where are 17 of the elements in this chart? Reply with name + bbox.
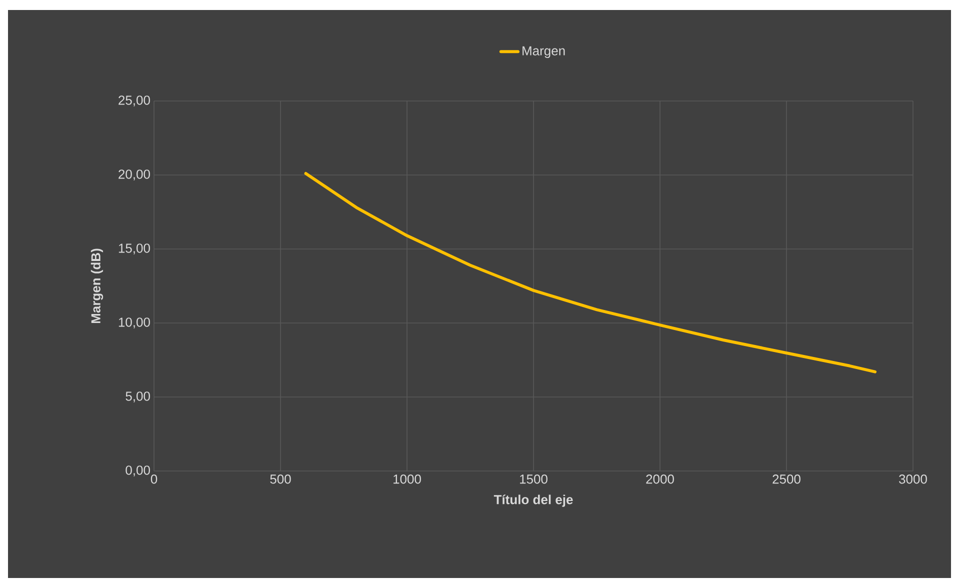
y-tick-label: 5,00	[126, 392, 150, 402]
y-tick-label: 25,00	[118, 96, 150, 106]
line-series	[304, 172, 877, 374]
x-axis-title: Título del eje	[494, 494, 573, 507]
x-tick-label: 500	[270, 474, 291, 484]
x-tick-label: 3000	[899, 474, 927, 484]
legend-label: Margen	[522, 46, 565, 58]
y-tick-label: 15,00	[118, 244, 150, 254]
x-tick-label: 2000	[646, 474, 674, 484]
x-tick-label: 2500	[772, 474, 800, 484]
y-tick-label: 20,00	[118, 170, 150, 180]
x-tick-label: 1000	[394, 474, 421, 484]
y-tick-label: 10,00	[118, 318, 150, 328]
x-tick-label: 1500	[520, 474, 548, 484]
y-tick-label: 0,00	[126, 466, 150, 476]
y-axis-title: Margen (dB)	[90, 248, 104, 324]
x-tick-label: 0	[150, 474, 158, 484]
